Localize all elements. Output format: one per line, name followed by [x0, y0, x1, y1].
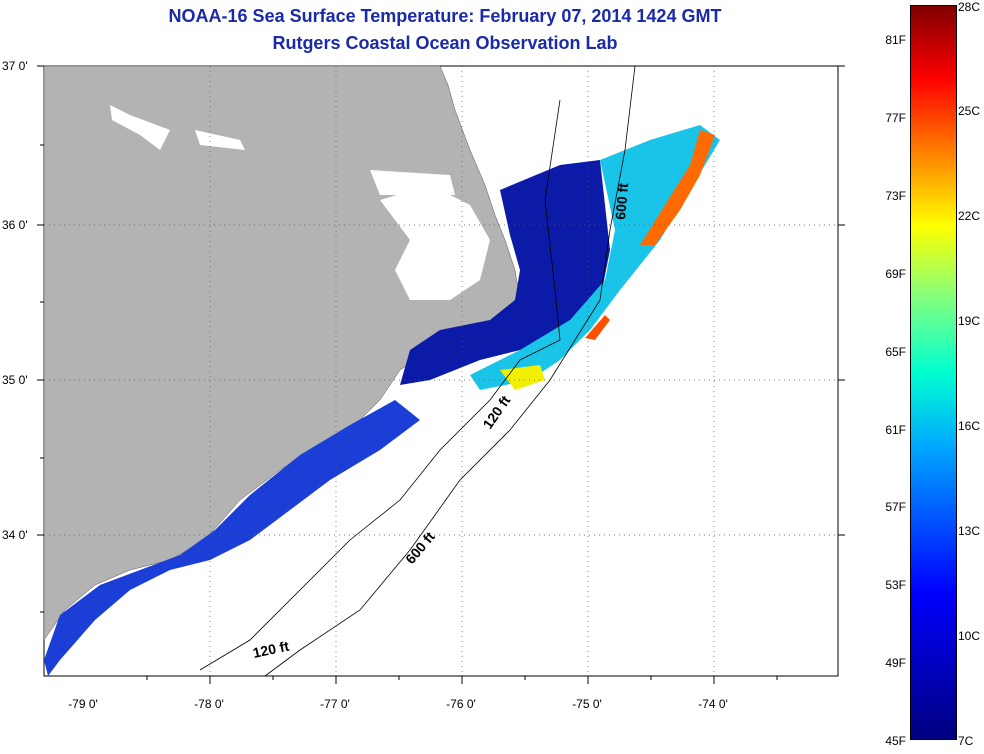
grid-lines	[44, 66, 838, 676]
contour-600ft	[264, 65, 636, 677]
colorbar-c-label: 7C	[958, 734, 974, 748]
lon-label: -76 0'	[446, 697, 476, 711]
sst-hot-edge	[640, 130, 715, 245]
lon-label: -79 0'	[68, 697, 98, 711]
lat-label: 34 0'	[2, 528, 28, 542]
colorbar-c-label: 19C	[958, 314, 981, 328]
axis-ticks	[37, 65, 845, 684]
sst-warm-gulfstream	[470, 125, 720, 390]
contour-120ft	[199, 99, 561, 671]
lon-label: -74 0'	[698, 697, 728, 711]
contour-label: 600 ft	[612, 182, 631, 220]
colorbar-c-label: 16C	[958, 419, 981, 433]
lat-label: 35 0'	[2, 373, 28, 387]
colorbar-f-label: 69F	[885, 267, 906, 281]
albemarle-sound	[370, 170, 455, 195]
sst-cold-band-south	[44, 400, 420, 676]
colorbar-f-label: 53F	[885, 578, 906, 592]
colorbar-f-label: 81F	[885, 33, 906, 47]
inland-water-1	[110, 105, 170, 150]
inland-water-2	[195, 130, 245, 150]
colorbar-c-label: 13C	[958, 524, 981, 538]
temperature-colorbar	[910, 5, 957, 740]
colorbar-f-label: 45F	[885, 734, 906, 748]
colorbar-c-label: 28C	[958, 0, 981, 14]
colorbar-f-label: 77F	[885, 111, 906, 125]
lon-label: -78 0'	[194, 697, 224, 711]
colorbar-c-label: 22C	[958, 209, 981, 223]
colorbar-c-label: 10C	[958, 629, 981, 643]
colorbar-c-label: 25C	[958, 104, 981, 118]
colorbar-f-label: 57F	[885, 500, 906, 514]
colorbar-f-label: 65F	[885, 345, 906, 359]
lat-label: 36 0'	[2, 218, 28, 232]
contour-label: 120 ft	[251, 638, 290, 661]
sst-hot-edge-2	[585, 315, 610, 340]
map-subtitle: Rutgers Coastal Ocean Observation Lab	[272, 33, 618, 53]
map-title: NOAA-16 Sea Surface Temperature: Februar…	[168, 6, 722, 26]
lat-label: 37 0'	[2, 59, 28, 73]
pamlico-sound	[380, 185, 490, 300]
lon-label: -77 0'	[320, 697, 350, 711]
colorbar-f-label: 73F	[885, 189, 906, 203]
lon-label: -75 0'	[572, 697, 602, 711]
colorbar-f-label: 49F	[885, 656, 906, 670]
colorbar-f-label: 61F	[885, 423, 906, 437]
